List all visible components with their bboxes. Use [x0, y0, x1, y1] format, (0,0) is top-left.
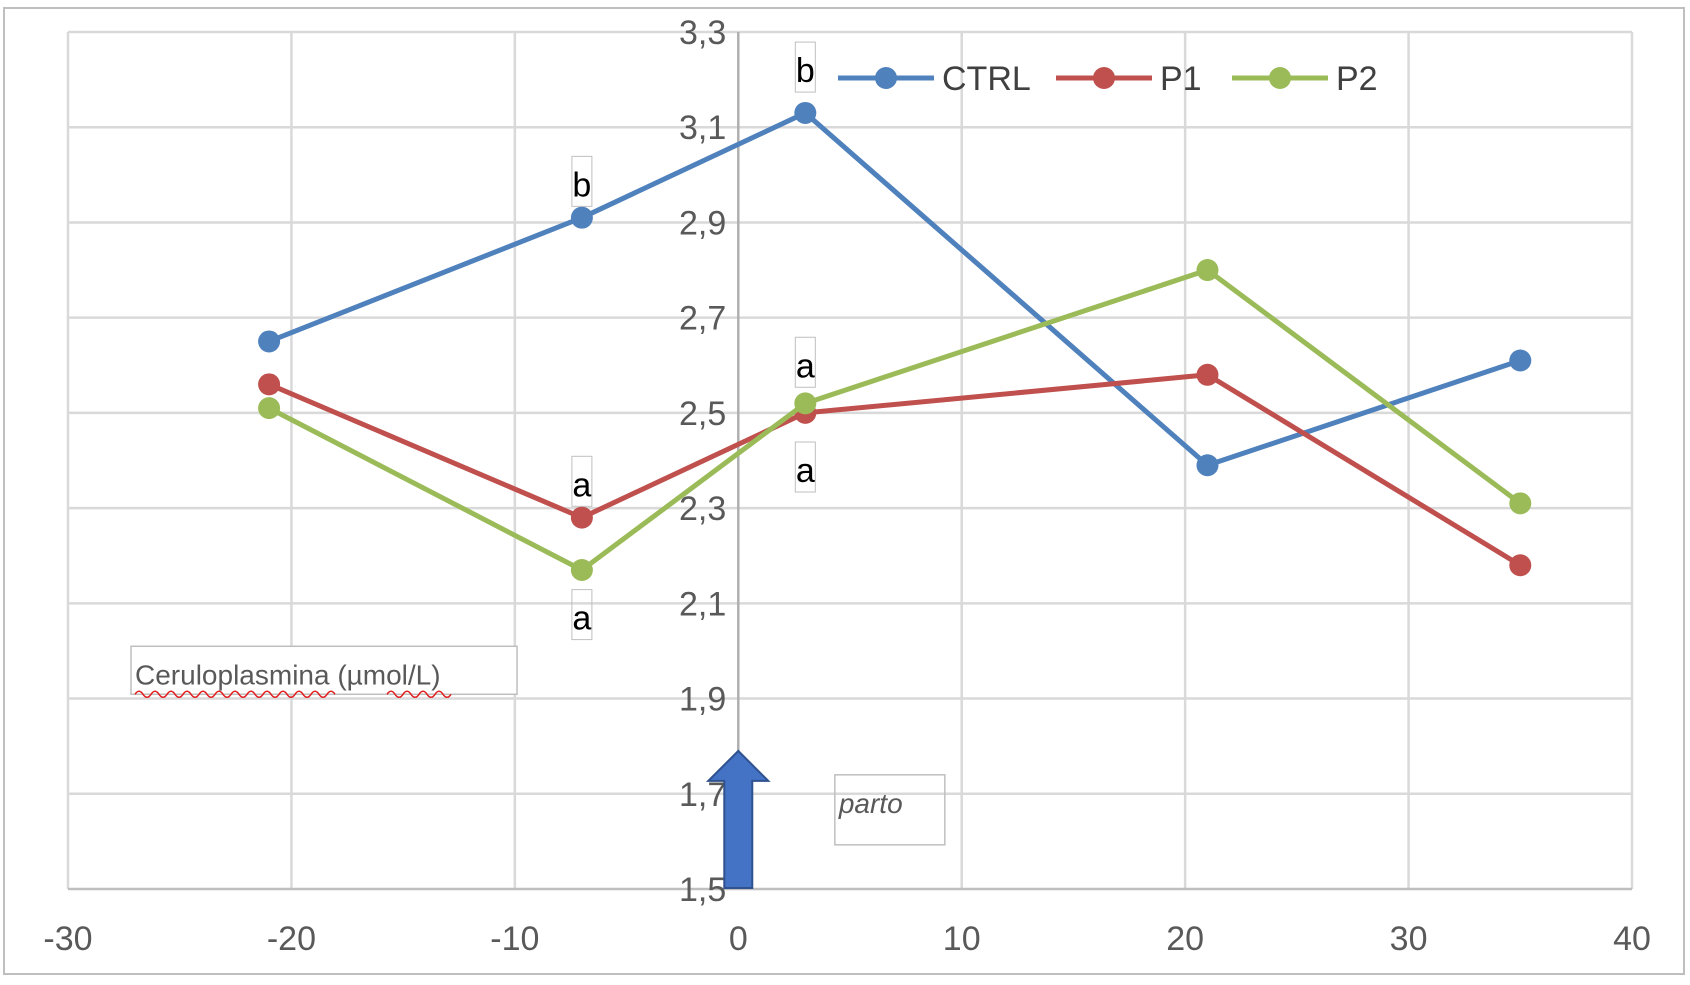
significance-label: a — [796, 452, 815, 490]
y-tick-label: 2,1 — [679, 585, 726, 623]
y-tick-label: 1,5 — [679, 871, 726, 909]
data-point-p2 — [1196, 259, 1219, 282]
significance-box — [571, 155, 593, 207]
data-point-ctrl — [794, 101, 817, 124]
data-point-p1 — [570, 506, 593, 529]
x-tick-label: 30 — [1390, 920, 1428, 958]
y-tick-label: 3,3 — [679, 14, 726, 52]
y-tick-label: 1,7 — [679, 776, 726, 814]
legend-label-p1: P1 — [1160, 60, 1202, 98]
data-point-p1 — [258, 373, 281, 396]
significance-box — [571, 455, 593, 507]
chart-border — [3, 7, 1685, 975]
x-tick-label: 0 — [729, 920, 748, 958]
spell-check-underline — [134, 690, 336, 699]
significance-box — [794, 41, 816, 93]
data-point-p2 — [570, 559, 593, 582]
significance-box — [794, 441, 816, 493]
y-tick-label: 2,9 — [679, 204, 726, 242]
x-tick-label: 40 — [1613, 920, 1651, 958]
data-point-ctrl — [258, 330, 281, 353]
x-tick-label: -10 — [490, 920, 539, 958]
x-tick-label: 10 — [943, 920, 981, 958]
y-tick-label: 2,3 — [679, 490, 726, 528]
legend-label-p2: P2 — [1336, 60, 1378, 98]
data-point-ctrl — [570, 206, 593, 229]
significance-label: a — [796, 347, 815, 385]
y-tick-label: 2,5 — [679, 395, 726, 433]
y-tick-label: 1,9 — [679, 681, 726, 719]
data-point-p1 — [1509, 554, 1532, 577]
significance-box — [794, 336, 816, 388]
x-tick-label: -30 — [43, 920, 92, 958]
significance-label: a — [572, 600, 591, 638]
x-tick-label: 20 — [1166, 920, 1204, 958]
data-point-p2 — [1509, 492, 1532, 515]
spell-check-underline — [386, 690, 452, 699]
data-point-ctrl — [1196, 454, 1219, 477]
data-point-p2 — [794, 392, 817, 415]
data-point-ctrl — [1509, 349, 1532, 372]
ylabel-box — [130, 645, 518, 696]
legend-marker-p1 — [1093, 67, 1115, 89]
data-point-p1 — [1196, 363, 1219, 386]
legend-label-ctrl: CTRL — [942, 60, 1031, 98]
y-tick-label: 2,7 — [679, 300, 726, 338]
significance-label: b — [572, 166, 591, 204]
significance-box — [571, 589, 593, 641]
significance-label: b — [796, 52, 815, 90]
legend-marker-p2 — [1269, 67, 1291, 89]
parto-label: parto — [838, 788, 903, 819]
y-axis-label: Ceruloplasmina (µmol/L) — [135, 659, 441, 690]
significance-label: a — [572, 466, 591, 504]
y-tick-label: 3,1 — [679, 109, 726, 147]
data-point-p2 — [258, 397, 281, 420]
legend-marker-ctrl — [875, 67, 897, 89]
parto-box — [834, 774, 946, 846]
parto-arrow — [705, 749, 771, 889]
x-tick-label: -20 — [267, 920, 316, 958]
